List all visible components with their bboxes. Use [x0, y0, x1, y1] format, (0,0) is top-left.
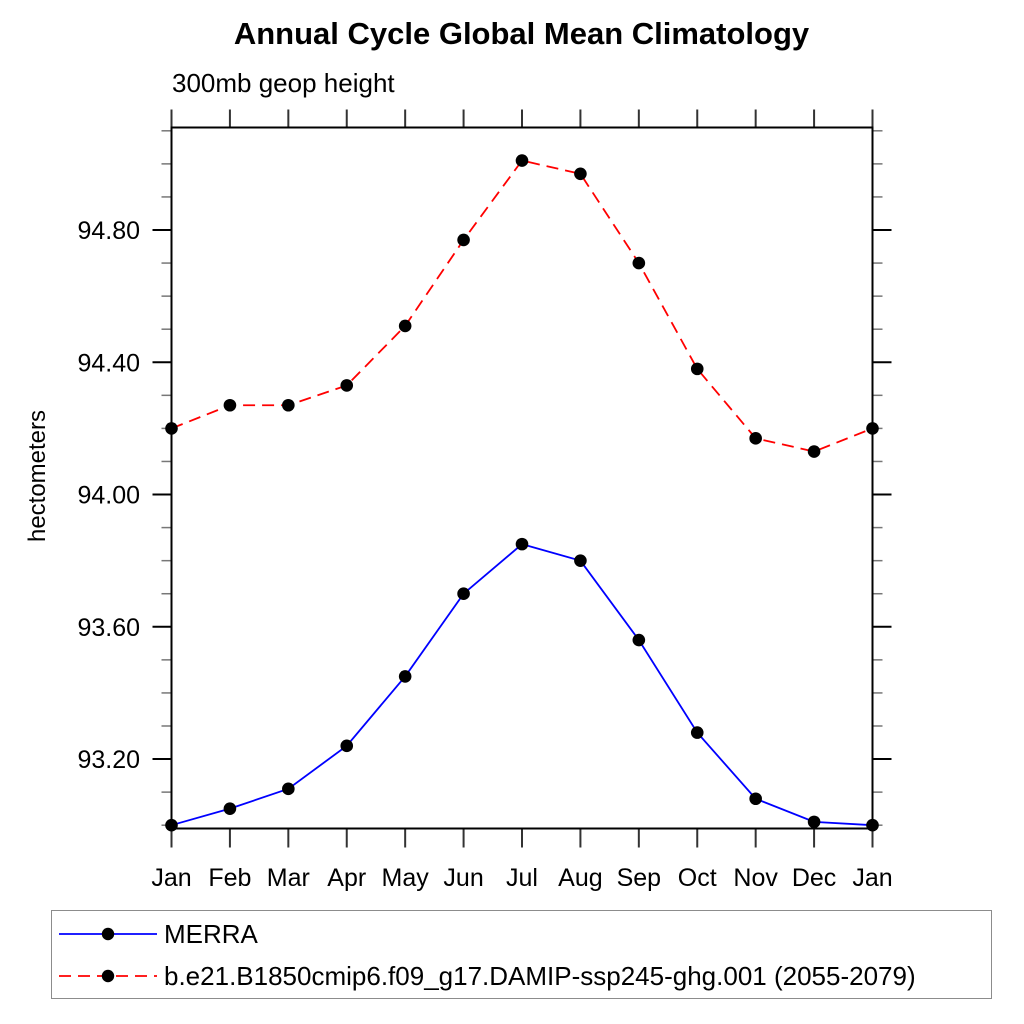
model-line [171, 159, 873, 453]
merra-data-point-marker [690, 726, 704, 739]
model-data-point-marker [807, 445, 821, 458]
y-axis-tick-label: 94.00 [77, 482, 140, 510]
merra-data-point-marker [515, 537, 529, 551]
model-data-point-marker [398, 319, 412, 333]
y-axis-title: hectometers [24, 409, 51, 543]
x-axis-tick-label: Sep [617, 864, 661, 892]
legend-swatch-merra [59, 927, 157, 941]
legend-marker-dot [101, 969, 115, 983]
legend-label-merra: MERRA [164, 918, 258, 949]
plot-frame [170, 126, 874, 830]
x-axis-tick-label: Feb [208, 864, 251, 892]
model-data-point-marker [223, 398, 237, 412]
x-axis-tick-label: Mar [267, 864, 310, 892]
merra-data-point-marker [866, 818, 879, 832]
legend-item-model: b.e21.B1850cmip6.f09_g17.DAMIP-ssp245-gh… [52, 955, 991, 997]
x-axis-tick-label: Nov [733, 864, 778, 892]
chart-subtitle: 300mb geop height [172, 68, 395, 98]
merra-data-point-marker [165, 818, 178, 832]
merra-data-point-marker [282, 782, 295, 796]
model-data-point-marker [457, 233, 470, 247]
x-axis-tick-label: Dec [792, 864, 836, 892]
merra-data-point-marker [574, 554, 587, 567]
legend-swatch-model [59, 969, 157, 983]
model-data-point-marker [574, 167, 587, 181]
y-axis-tick-label: 93.60 [77, 614, 140, 642]
x-axis-tick-label: Oct [678, 864, 717, 892]
merra-data-point-marker [457, 587, 470, 601]
legend-label-model: b.e21.B1850cmip6.f09_g17.DAMIP-ssp245-gh… [164, 960, 916, 991]
x-axis-tick-label: May [382, 864, 430, 892]
model-data-point-marker [282, 398, 295, 412]
model-data-point-marker [165, 422, 178, 435]
merra-data-point-marker [223, 802, 237, 815]
legend: MERRA b.e21.B1850cmip6.f09_g17.DAMIP-ssp… [51, 910, 992, 999]
model-data-point-marker [515, 154, 529, 167]
model-data-point-marker [340, 379, 354, 392]
legend-item-merra: MERRA [52, 913, 991, 955]
merra-line [171, 543, 873, 827]
x-axis-tick-label: Jan [852, 864, 892, 892]
model-data-point-marker [690, 362, 704, 376]
x-axis-tick-label: Jan [151, 864, 191, 892]
merra-data-point-marker [632, 633, 646, 647]
merra-data-point-marker [340, 739, 354, 753]
x-axis-tick-label: Jun [443, 864, 483, 892]
model-data-point-marker [749, 432, 762, 445]
x-axis-tick-label: Apr [327, 864, 366, 892]
merra-data-point-marker [807, 815, 821, 829]
merra-data-point-marker [749, 792, 762, 806]
x-axis-tick-label: Aug [558, 864, 602, 892]
model-data-point-marker [632, 256, 646, 270]
x-axis-tick-label: Jul [506, 864, 538, 892]
y-axis-tick-label: 94.80 [77, 217, 140, 245]
merra-data-point-marker [398, 670, 412, 683]
model-data-point-marker [866, 422, 879, 435]
legend-marker-dot [101, 927, 115, 941]
y-axis-tick-label: 93.20 [77, 746, 140, 774]
y-axis-tick-label: 94.40 [77, 349, 140, 377]
chart-title: Annual Cycle Global Mean Climatology [233, 16, 810, 51]
